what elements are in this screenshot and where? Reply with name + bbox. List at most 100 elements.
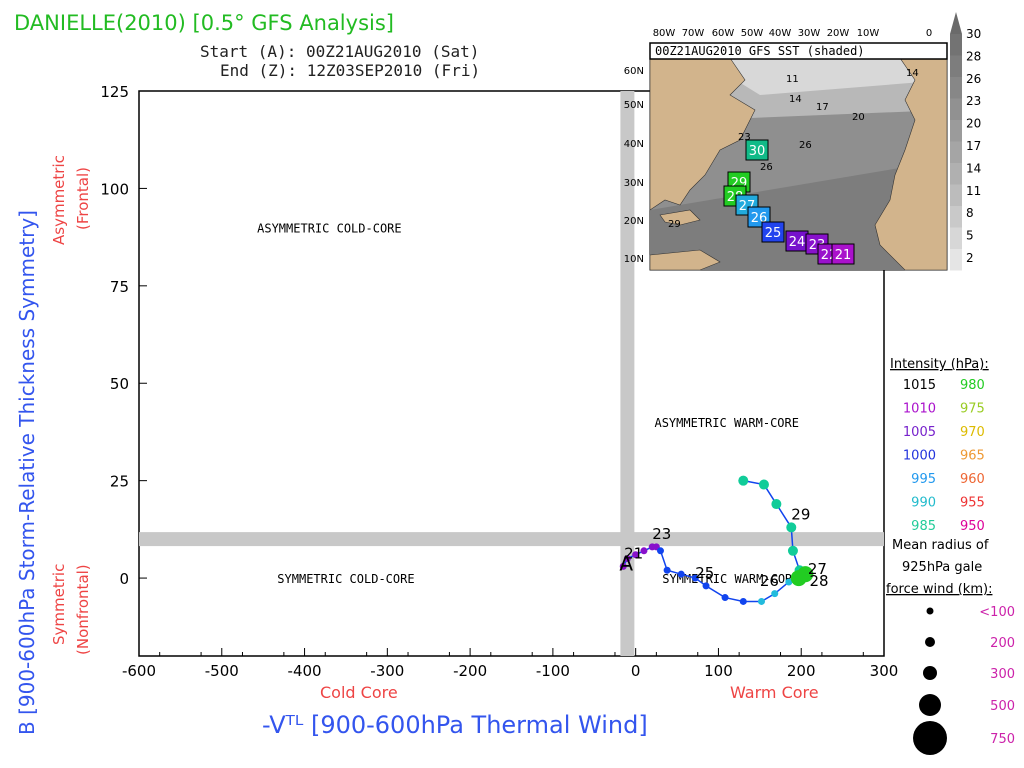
track-point [771, 590, 779, 598]
inset-lat-label: 20N [624, 216, 644, 227]
x-tick-label: -600 [122, 662, 156, 680]
inset-lon-label: 10W [857, 28, 880, 39]
inset-lon-label: 70W [682, 28, 705, 39]
intensity-value: 1000 [903, 449, 936, 464]
x-axis-ticks: -600 -500 -400 -300 -200 -100 0 100 200 300 [122, 648, 898, 680]
colorbar-label: 11 [966, 184, 981, 198]
track-point [739, 597, 747, 605]
inset-track-box-label: 25 [765, 226, 782, 241]
x-tick-label: 100 [704, 662, 733, 680]
colorbar-label: 14 [966, 161, 981, 175]
colorbar-swatch [950, 141, 962, 163]
y-axis-label: B [900-600hPa Storm-Relative Thickness S… [15, 210, 39, 735]
inset-contour-label: 20 [852, 112, 865, 123]
track-point-large [797, 566, 814, 583]
colorbar-label: 17 [966, 139, 981, 153]
radius-value: 200 [990, 636, 1015, 651]
radius-value: 500 [990, 699, 1015, 714]
colorbar-label: 26 [966, 72, 981, 86]
intensity-value: 985 [911, 519, 936, 534]
inset-warm-band [650, 160, 947, 270]
inset-lat-label: 10N [624, 254, 644, 265]
y-tick-label: 125 [100, 83, 129, 101]
y-tick-label: 25 [110, 473, 129, 491]
colorbar-swatch [950, 163, 962, 185]
day-label: 21 [624, 544, 643, 562]
y-sublabel-sym: Symmetric [50, 564, 68, 645]
x-tick-label: -400 [288, 662, 322, 680]
track-point [677, 570, 685, 578]
quadrant-label: ASYMMETRIC WARM-CORE [654, 416, 799, 430]
radius-rows: <100 200 300 500 750 [913, 605, 1015, 755]
inset-lon-label: 60W [712, 28, 735, 39]
inset-contour-label: 26 [760, 162, 773, 173]
colorbar-swatch [950, 227, 962, 249]
end-time: End (Z): 12Z03SEP2010 (Fri) [220, 61, 480, 80]
track-point [738, 475, 749, 486]
inset-lon-label: 30W [798, 28, 821, 39]
day-label: 25 [695, 564, 714, 582]
day-label: 29 [791, 506, 810, 524]
track-point [771, 499, 782, 510]
intensity-value: 990 [911, 496, 936, 511]
intensity-legend: Intensity (hPa): 1015 1010 1005 1000 995 990 9… [886, 357, 1015, 755]
day-label: 23 [652, 525, 671, 543]
vertical-threshold [620, 91, 635, 656]
track-point [721, 594, 729, 602]
inset-lat-label: 60N [624, 66, 644, 77]
intensity-value: 1010 [903, 402, 936, 417]
inset-track-box-label: 30 [749, 144, 766, 159]
start-marker: A [619, 551, 633, 575]
intensity-rows: 1015 1010 1005 1000 995 990 985 980 975 970 965 960… [903, 378, 985, 534]
caribbean-land [659, 209, 701, 226]
colorbar-label: 2 [966, 251, 974, 265]
radius-dot [913, 721, 947, 755]
radius-title-1: Mean radius of [892, 538, 989, 553]
track-point [619, 562, 627, 570]
inset-lat-label: 50N [624, 100, 644, 111]
y-tick-label: 75 [110, 278, 129, 296]
colorbar-swatch [950, 184, 962, 206]
radius-title-3: force wind (km): [886, 582, 992, 597]
x-tick-label: 0 [631, 662, 641, 680]
y-tick-label: 100 [100, 180, 129, 198]
inset-contour-label: 11 [786, 74, 799, 85]
track-point [702, 582, 710, 590]
intensity-value: 1015 [903, 378, 936, 393]
track-point [691, 574, 699, 582]
inset-contour-label: 17 [816, 102, 829, 113]
track-point [758, 479, 769, 490]
radius-value: <100 [979, 605, 1015, 620]
colorbar-bottom-arrow [950, 265, 962, 270]
colorbar-label: 20 [966, 117, 981, 131]
colorbar-label: 28 [966, 49, 981, 63]
track-point [657, 547, 664, 555]
track-point [632, 551, 640, 559]
x-axis-label: -Vᵀᴸ [900-600hPa Thermal Wind] [262, 711, 648, 739]
north-america-land [649, 57, 756, 211]
x-tick-label: -300 [370, 662, 404, 680]
x-tick-label: -200 [453, 662, 487, 680]
colorbar-label: 23 [966, 94, 981, 108]
intensity-value: 965 [960, 449, 985, 464]
y-sublabel-asym: Asymmetric [50, 155, 68, 245]
intensity-value: 980 [960, 378, 985, 393]
colorbar-label: 8 [966, 206, 974, 220]
europe-africa-land [874, 57, 948, 271]
inset-title-box [649, 42, 948, 60]
horizontal-threshold [139, 532, 884, 547]
chart-title: DANIELLE(2010) [0.5° GFS Analysis] [14, 11, 394, 35]
inset-track-box [831, 243, 855, 265]
day-label: 27 [808, 560, 827, 578]
inset-contour-labels: 11 14 17 20 14 26 23 26 29 [668, 68, 919, 230]
radius-dot [926, 607, 934, 615]
inset-lat-labels: 60N 50N 40N 30N 20N 10N [624, 66, 644, 265]
inset-lat-label: 30N [624, 178, 644, 189]
track-point [623, 555, 631, 563]
intensity-value: 995 [911, 472, 936, 487]
inset-contour-label: 14 [789, 94, 802, 105]
colorbar-swatch [950, 34, 962, 56]
intensity-title: Intensity (hPa): [890, 357, 989, 372]
